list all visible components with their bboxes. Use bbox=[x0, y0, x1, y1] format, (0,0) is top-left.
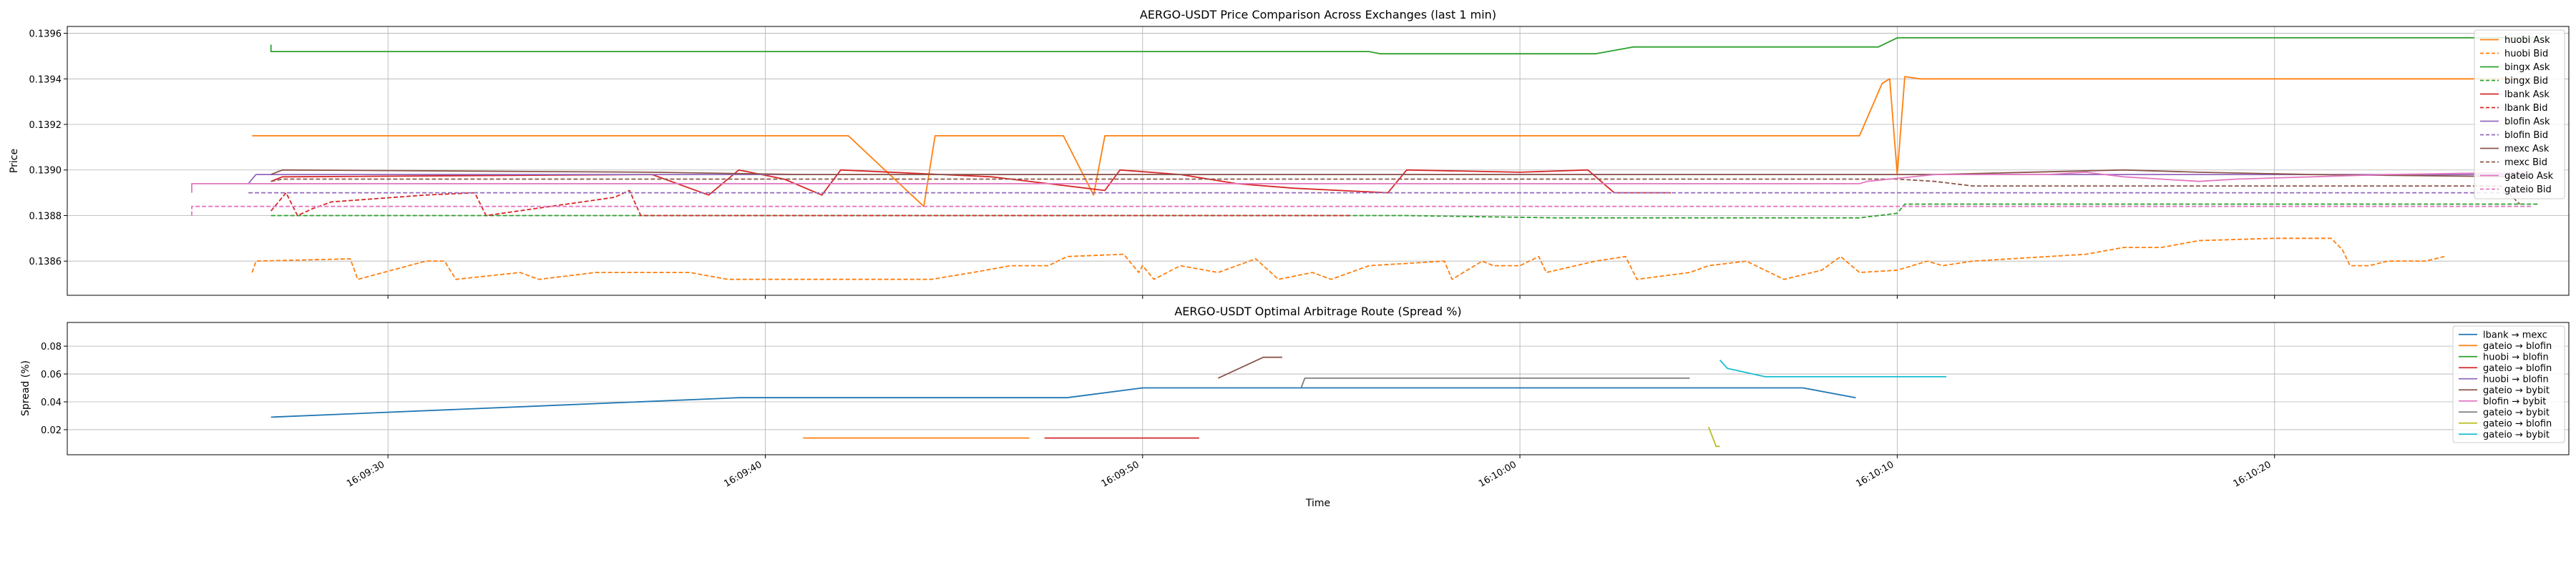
spread-ytick-label: 0.06 bbox=[41, 370, 62, 380]
spread-legend-label: gateio → bybit bbox=[2483, 408, 2550, 418]
price-series-5 bbox=[270, 189, 1350, 217]
price-ytick-label: 0.1392 bbox=[29, 120, 62, 131]
spread-legend-label: gateio → bybit bbox=[2483, 430, 2550, 440]
spread-legend-item[interactable]: huobi → blofin bbox=[2459, 352, 2549, 363]
spread-xtick-label: 16:09:50 bbox=[1100, 459, 1141, 489]
spread-legend-label: gateio → blofin bbox=[2483, 418, 2552, 429]
spread-grid bbox=[67, 322, 2569, 455]
price-ytick-label: 0.1396 bbox=[29, 29, 62, 40]
spread-legend-label: gateio → blofin bbox=[2483, 363, 2552, 374]
spread-legend-label: gateio → bybit bbox=[2483, 385, 2550, 396]
spread-legend-item[interactable]: lbank → mexc bbox=[2459, 330, 2547, 340]
price-ytick-label: 0.1390 bbox=[29, 166, 62, 177]
price-ytick-label: 0.1394 bbox=[29, 74, 62, 85]
price-legend-item[interactable]: gateio Ask bbox=[2480, 171, 2554, 182]
spread-legend-item[interactable]: gateio → blofin bbox=[2459, 418, 2552, 429]
price-grid bbox=[67, 26, 2569, 295]
spread-series-5 bbox=[1217, 356, 1282, 379]
spread-ytick-label: 0.02 bbox=[41, 425, 62, 436]
price-series-10 bbox=[191, 172, 2532, 193]
price-legend-box bbox=[2474, 29, 2565, 199]
price-legend-label: huobi Bid bbox=[2504, 49, 2548, 59]
price-legend-label: mexc Ask bbox=[2504, 144, 2550, 154]
spread-xtick-label: 16:09:30 bbox=[345, 459, 386, 489]
price-legend-label: gateio Bid bbox=[2504, 184, 2552, 195]
spread-legend-label: gateio → blofin bbox=[2483, 341, 2552, 352]
price-legend-item[interactable]: lbank Ask bbox=[2480, 89, 2550, 100]
spread-legend-item[interactable]: gateio → blofin bbox=[2459, 341, 2552, 352]
price-ytick-label: 0.1386 bbox=[29, 257, 62, 267]
spread-legend-label: blofin → bybit bbox=[2483, 396, 2546, 407]
spread-legend-item[interactable]: blofin → bybit bbox=[2459, 396, 2546, 407]
price-legend-item[interactable]: bingx Bid bbox=[2480, 76, 2548, 87]
spread-series-7 bbox=[1300, 378, 1690, 388]
price-legend-label: gateio Ask bbox=[2504, 171, 2554, 182]
price-series-11 bbox=[191, 205, 2532, 216]
spread-xtick-label: 16:10:20 bbox=[2232, 459, 2273, 489]
spread-series-9 bbox=[1719, 359, 1946, 378]
spread-chart: AERGO-USDT Optimal Arbitrage Route (Spre… bbox=[20, 305, 2570, 509]
spread-plot-area bbox=[67, 322, 2570, 455]
price-legend-item[interactable]: blofin Ask bbox=[2480, 117, 2550, 127]
price-series-9 bbox=[270, 178, 2521, 205]
spread-xtick-label: 16:10:10 bbox=[1854, 459, 1896, 489]
spread-legend-item[interactable]: gateio → bybit bbox=[2459, 430, 2550, 440]
price-series-8 bbox=[270, 169, 2532, 178]
spread-legend-box bbox=[2452, 325, 2565, 443]
price-legend-item[interactable]: gateio Bid bbox=[2480, 184, 2552, 195]
price-plot-area bbox=[67, 26, 2570, 296]
spread-xtick-label: 16:10:00 bbox=[1477, 459, 1518, 489]
price-series-0 bbox=[252, 76, 2532, 207]
price-series-4 bbox=[270, 169, 1671, 196]
spread-ytick-label: 0.04 bbox=[41, 398, 62, 408]
price-ylabel: Price bbox=[9, 149, 20, 173]
price-chart: AERGO-USDT Price Comparison Across Excha… bbox=[9, 8, 2570, 299]
spread-legend-label: huobi → blofin bbox=[2483, 352, 2549, 363]
spread-legend-item[interactable]: gateio → blofin bbox=[2459, 363, 2552, 374]
price-series-6 bbox=[248, 174, 2532, 184]
spread-series-0 bbox=[270, 387, 1856, 418]
spread-legend-label: lbank → mexc bbox=[2483, 330, 2547, 340]
price-series bbox=[191, 37, 2539, 280]
spread-series bbox=[270, 356, 1946, 448]
price-legend-label: lbank Bid bbox=[2504, 103, 2548, 114]
spread-legend-item[interactable]: gateio → bybit bbox=[2459, 408, 2550, 418]
spread-legend-item[interactable]: huobi → blofin bbox=[2459, 374, 2549, 385]
spread-xtick-label: 16:09:40 bbox=[722, 459, 763, 489]
price-legend-item[interactable]: blofin Bid bbox=[2480, 130, 2548, 141]
spread-legend-item[interactable]: gateio → bybit bbox=[2459, 385, 2550, 396]
price-legend-label: blofin Bid bbox=[2504, 130, 2548, 141]
price-legend-label: mexc Bid bbox=[2504, 157, 2547, 168]
spread-series-8 bbox=[1707, 426, 1720, 448]
price-legend-item[interactable]: huobi Bid bbox=[2480, 49, 2548, 59]
spread-ticks: 0.02 0.04 0.06 0.08 16:09:30 16:09:40 16:09:50… bbox=[41, 342, 2275, 490]
spread-ylabel: Spread (%) bbox=[20, 360, 31, 416]
price-ticks: 0.1386 0.1388 0.1390 0.1392 0.1394 0.1396 bbox=[29, 29, 2275, 299]
spread-xlabel: Time bbox=[1305, 498, 1330, 509]
price-legend-label: bingx Ask bbox=[2504, 62, 2550, 73]
price-legend-item[interactable]: huobi Ask bbox=[2480, 35, 2550, 46]
price-legend-label: blofin Ask bbox=[2504, 117, 2550, 127]
price-legend[interactable]: huobi Ask huobi Bid bingx Ask bingx Bid lban… bbox=[2474, 29, 2565, 199]
price-legend-item[interactable]: mexc Ask bbox=[2480, 144, 2550, 154]
price-legend-label: huobi Ask bbox=[2504, 35, 2550, 46]
spread-chart-title: AERGO-USDT Optimal Arbitrage Route (Spre… bbox=[1174, 305, 1461, 318]
price-series-1 bbox=[251, 237, 2445, 280]
price-chart-title: AERGO-USDT Price Comparison Across Excha… bbox=[1140, 8, 1496, 21]
price-legend-label: bingx Bid bbox=[2504, 76, 2548, 87]
price-ytick-label: 0.1388 bbox=[29, 211, 62, 222]
price-legend-item[interactable]: bingx Ask bbox=[2480, 62, 2550, 73]
price-series-2 bbox=[270, 37, 2539, 55]
spread-legend-label: huobi → blofin bbox=[2483, 374, 2549, 385]
price-legend-item[interactable]: mexc Bid bbox=[2480, 157, 2547, 168]
price-legend-item[interactable]: lbank Bid bbox=[2480, 103, 2548, 114]
price-legend-label: lbank Ask bbox=[2504, 89, 2550, 100]
spread-ytick-label: 0.08 bbox=[41, 342, 62, 352]
price-series-3 bbox=[270, 203, 2539, 219]
